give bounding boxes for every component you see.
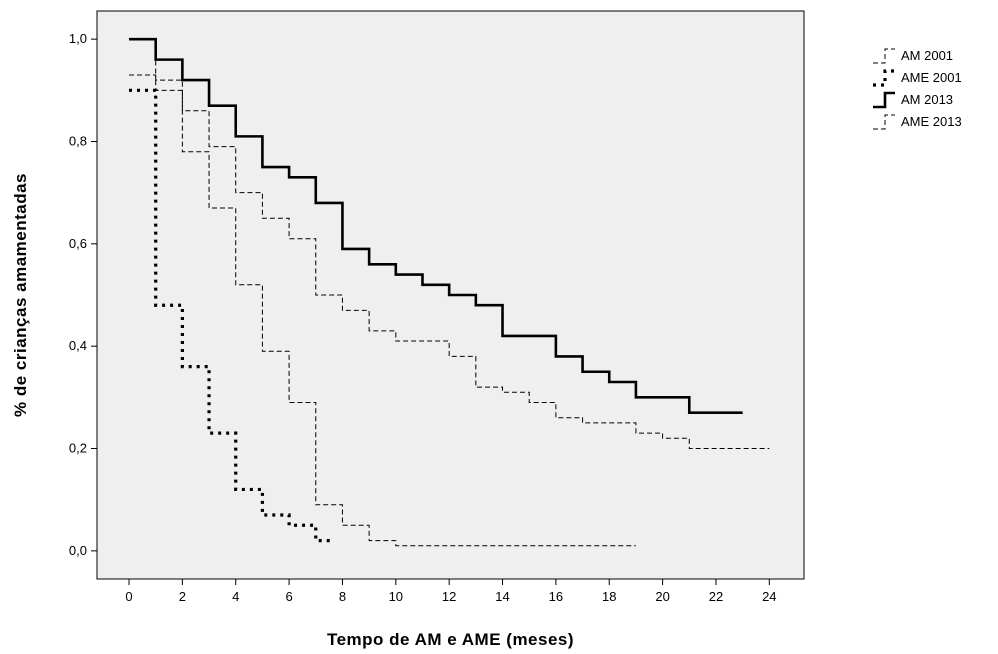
legend-label: AME 2001 [901, 70, 962, 85]
y-axis-title: % de crianças amamentadas [11, 173, 30, 417]
y-axis: 0,0 0,2 0,4 0,6 0,8 1,0 [69, 31, 97, 558]
x-tick-label: 6 [285, 589, 292, 604]
x-tick-label: 4 [232, 589, 239, 604]
series-line-am-2001 [129, 38, 770, 450]
legend-label: AM 2001 [901, 48, 953, 63]
x-tick-label: 20 [655, 589, 669, 604]
x-tick-label: 0 [125, 589, 132, 604]
legend-label: AM 2013 [901, 92, 953, 107]
y-tick-label: 1,0 [69, 31, 87, 46]
legend-swatch [873, 69, 895, 87]
series-line-ame-2013 [129, 74, 636, 547]
legend-swatch [873, 114, 895, 130]
x-tick-label: 10 [389, 589, 403, 604]
y-tick-label: 0,2 [69, 441, 87, 456]
x-tick-label: 16 [549, 589, 563, 604]
x-tick-label: 18 [602, 589, 616, 604]
x-tick-label: 12 [442, 589, 456, 604]
series-line-ame-2001 [129, 88, 335, 543]
y-tick-label: 0,6 [69, 236, 87, 251]
series-line-am-2013 [129, 37, 743, 414]
legend-swatch [873, 48, 895, 64]
x-axis: 0 2 4 6 8 10 12 14 16 18 20 22 24 [125, 579, 777, 604]
series-layer [129, 37, 770, 547]
x-tick-label: 14 [495, 589, 509, 604]
y-tick-label: 0,8 [69, 133, 87, 148]
x-tick-label: 24 [762, 589, 776, 604]
y-tick-label: 0,0 [69, 543, 87, 558]
y-tick-label: 0,4 [69, 338, 87, 353]
legend-label: AME 2013 [901, 114, 962, 129]
legend-swatch [873, 91, 895, 109]
x-tick-label: 22 [709, 589, 723, 604]
x-tick-label: 8 [339, 589, 346, 604]
x-tick-label: 2 [179, 589, 186, 604]
x-axis-title: Tempo de AM e AME (meses) [327, 630, 574, 649]
legend: AM 2001 AME 2001 AM 2013 AME 2013 [873, 48, 962, 130]
